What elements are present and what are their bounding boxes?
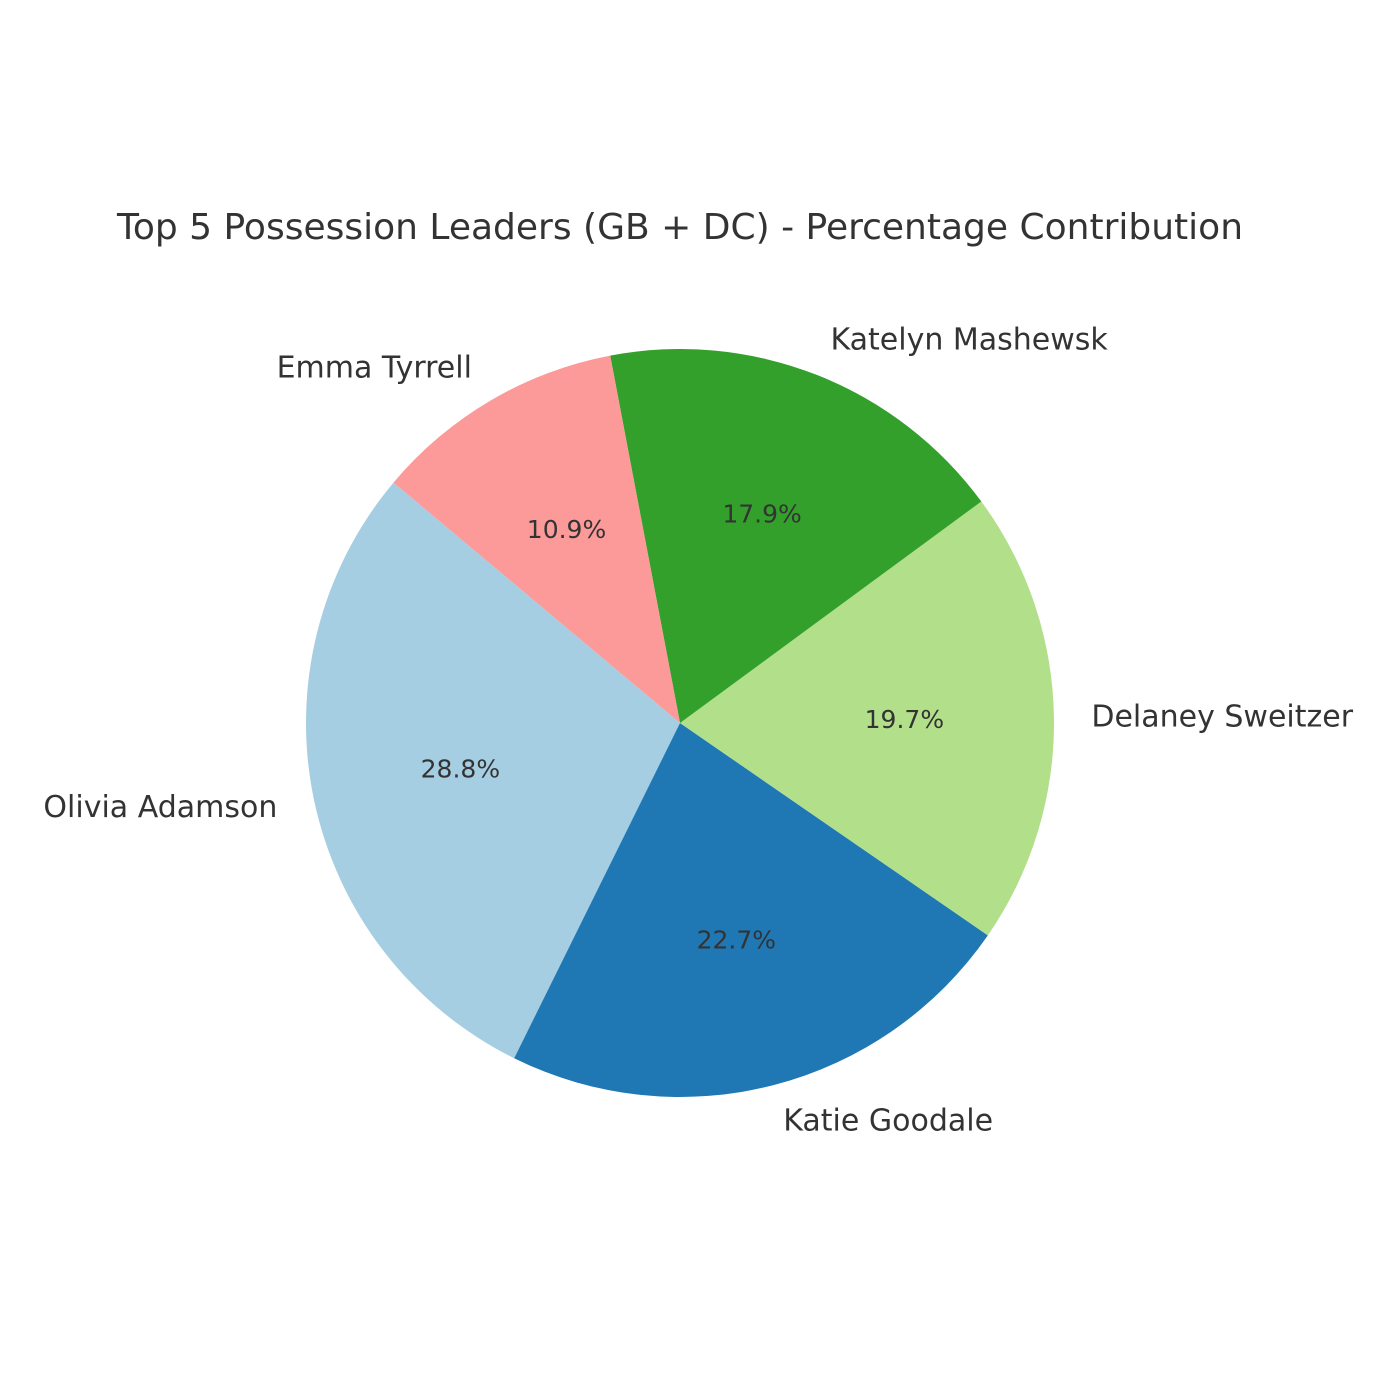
pie-slice-delaney-sweitzer — [680, 501, 1054, 936]
slice-percent-labels: 28.8% 22.7% 19.7% 17.9% 10.9% — [421, 500, 944, 955]
slice-percent-katelyn-mashewsk: 17.9% — [722, 500, 801, 529]
slice-label-katelyn-mashewsk: Katelyn Mashewsk — [831, 323, 1109, 358]
slice-label-delaney-sweitzer: Delaney Sweitzer — [1091, 699, 1353, 734]
slice-percent-katie-goodale: 22.7% — [697, 926, 776, 955]
pie-slices — [305, 349, 1054, 1098]
slice-percent-delaney-sweitzer: 19.7% — [865, 705, 944, 734]
pie-slice-katelyn-mashewsk — [610, 349, 982, 723]
slice-label-olivia-adamson: Olivia Adamson — [43, 790, 277, 825]
chart-title: Top 5 Possession Leaders (GB + DC) - Per… — [116, 207, 1243, 248]
pie-slice-katie-goodale — [514, 723, 988, 1098]
pie-slice-emma-tyrrell — [393, 355, 680, 723]
slice-label-emma-tyrrell: Emma Tyrrell — [277, 351, 472, 386]
slice-name-labels: Olivia Adamson Katie Goodale Delaney Sweit… — [43, 323, 1353, 1139]
slice-percent-emma-tyrrell: 10.9% — [527, 515, 606, 544]
slice-label-katie-goodale: Katie Goodale — [783, 1104, 993, 1139]
slice-percent-olivia-adamson: 28.8% — [421, 755, 500, 784]
pie-slice-olivia-adamson — [305, 482, 680, 1059]
